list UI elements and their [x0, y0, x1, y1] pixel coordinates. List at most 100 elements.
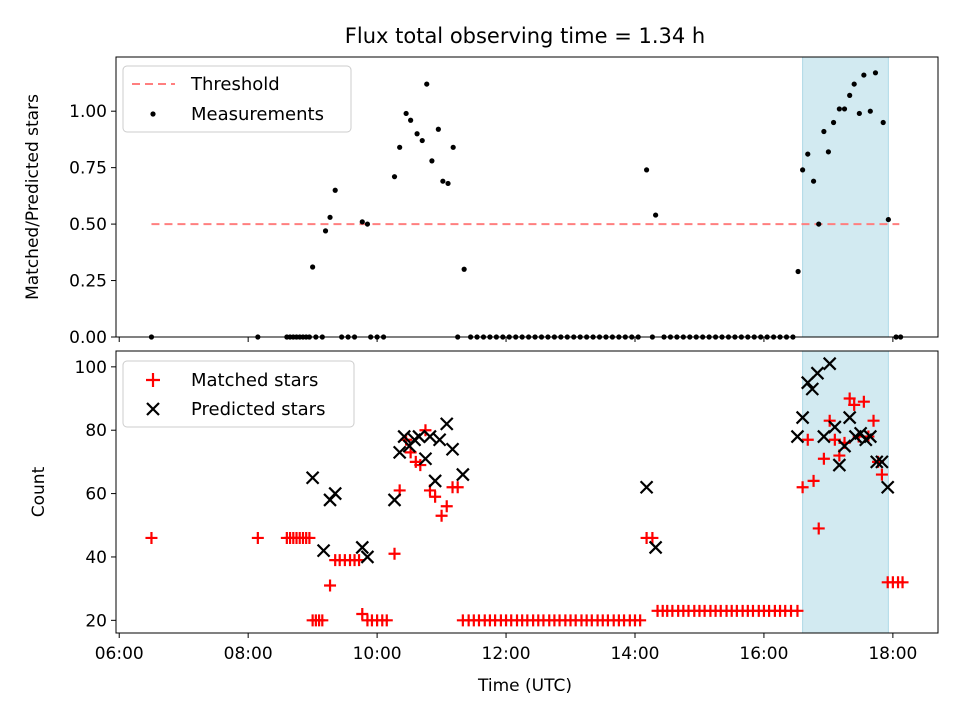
measurement-point — [397, 144, 403, 150]
predicted-star-point — [387, 493, 402, 507]
matched-star-point — [796, 481, 809, 494]
x-tick-label: 12:00 — [482, 644, 531, 664]
measurement-point — [861, 72, 867, 78]
measurement-point — [461, 266, 467, 272]
measurement-point — [795, 268, 801, 275]
measurement-point — [445, 180, 451, 187]
measurement-point — [414, 131, 420, 137]
predicted-star-point — [355, 540, 370, 555]
top-axes-frame — [115, 56, 939, 338]
predicted-star-point — [817, 429, 831, 444]
matched-star-point — [807, 474, 820, 487]
measurement-point — [364, 221, 371, 227]
x-axis-label: Time (UTC) — [477, 676, 572, 696]
top-y-tick-label: 0.25 — [69, 272, 107, 292]
matched-star-point — [867, 414, 880, 427]
measurement-point — [816, 221, 822, 227]
x-tick-label: 14:00 — [610, 644, 659, 664]
predicted-star-point — [412, 429, 426, 444]
predicted-star-point — [837, 439, 852, 453]
x-tick-label: 06:00 — [95, 644, 144, 664]
measurement-point — [440, 178, 446, 184]
top-y-axis-label: Matched/Predicted stars — [23, 94, 43, 300]
measurement-point — [830, 119, 837, 126]
matched-star-point — [896, 576, 909, 589]
predicted-star-point — [805, 382, 820, 396]
measurement-point — [403, 110, 409, 117]
predicted-star-point — [432, 432, 447, 447]
x-tick-label: 16:00 — [739, 644, 788, 664]
bottom-legend: Matched stars Predicted stars — [122, 360, 355, 428]
bottom-y-tick-label: 100 — [75, 358, 107, 378]
predicted-star-point — [328, 486, 342, 501]
top-y-tick-label: 0.50 — [69, 215, 107, 235]
legend-matched-swatch — [146, 373, 160, 387]
measurement-point — [322, 228, 329, 234]
bottom-y-tick-label: 60 — [85, 485, 107, 505]
matched-star-point — [316, 614, 329, 627]
bottom-y-axis-label: Count — [29, 466, 49, 517]
predicted-star-point — [795, 410, 810, 425]
measurement-point — [419, 137, 425, 144]
legend-threshold-label: Threshold — [190, 74, 280, 95]
matched-star-point — [388, 547, 401, 560]
measurement-point — [867, 108, 873, 114]
measurement-point — [825, 149, 832, 155]
predicted-star-point — [822, 356, 837, 371]
top-highlight-band — [802, 56, 889, 338]
matched-star-point — [356, 607, 369, 620]
predicted-star-point — [445, 442, 460, 457]
predicted-star-point — [869, 455, 884, 469]
predicted-star-point — [428, 474, 442, 488]
bottom-y-tick-label: 40 — [85, 548, 107, 568]
matched-star-point — [875, 468, 888, 481]
predicted-star-point — [639, 480, 654, 495]
measurement-point — [408, 117, 414, 123]
measurement-point — [435, 126, 441, 132]
matched-star-point — [848, 398, 861, 411]
matched-star-point — [634, 614, 647, 627]
measurement-point — [851, 81, 857, 87]
measurement-point — [327, 214, 333, 220]
measurement-point — [391, 174, 398, 180]
predicted-star-point — [810, 366, 825, 380]
predicted-star-point — [842, 410, 857, 425]
matched-star-point — [419, 424, 432, 437]
matched-star-point — [451, 481, 464, 494]
bottom-axes-frame — [115, 350, 939, 634]
matched-star-point — [828, 433, 841, 446]
matched-star-point — [303, 531, 316, 544]
predicted-star-point — [423, 429, 437, 444]
measurement-point — [450, 144, 456, 150]
measurement-point — [841, 106, 848, 112]
predicted-star-point — [790, 429, 805, 444]
matched-star-point — [251, 531, 264, 544]
measurement-point — [653, 212, 659, 218]
top-y-tick-label: 1.00 — [69, 102, 107, 122]
measurement-point — [310, 264, 316, 270]
matched-star-point — [435, 509, 448, 522]
top-chart-title: Flux total observing time = 1.34 h — [345, 24, 705, 48]
measurement-point — [821, 128, 827, 135]
predicted-star-point — [360, 550, 375, 564]
legend-predicted-label: Predicted stars — [191, 399, 325, 420]
measurement-point — [805, 151, 811, 157]
measurement-point — [359, 219, 365, 225]
matched-star-point — [429, 490, 442, 503]
predicted-star-point — [418, 451, 433, 466]
legend-measurements-swatch — [150, 111, 156, 117]
matched-star-point — [857, 395, 870, 408]
predicted-star-point — [397, 429, 411, 444]
legend-predicted-swatch — [146, 402, 160, 416]
measurement-point — [880, 119, 886, 126]
measurement-point — [872, 70, 879, 76]
top-legend-box — [122, 65, 352, 133]
predicted-star-point — [648, 540, 663, 555]
measurement-point — [800, 167, 806, 173]
top-panel: Flux total observing time = 1.34 h 0.00 0… — [23, 24, 939, 348]
predicted-star-point — [392, 445, 407, 460]
matched-star-point — [646, 531, 659, 544]
measurement-point — [847, 92, 853, 98]
measurement-point — [643, 167, 650, 173]
top-legend: Threshold Measurements — [122, 65, 352, 133]
